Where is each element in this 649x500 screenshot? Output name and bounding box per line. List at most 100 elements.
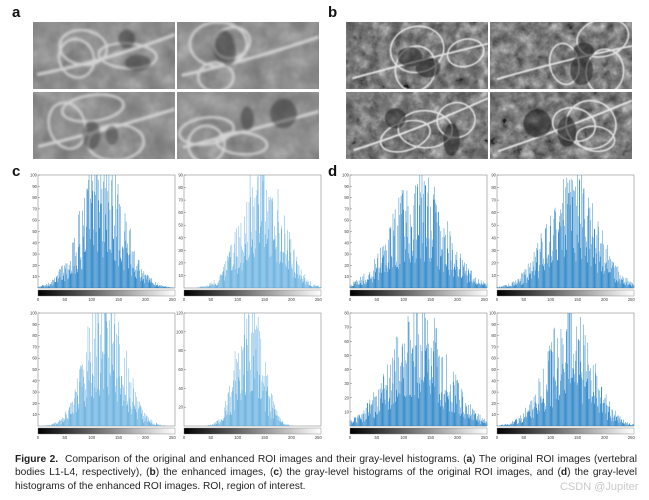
histogram-bars [37,175,174,288]
x-tick-label: 100 [234,435,242,440]
y-tick-label: 50 [344,353,349,358]
x-tick-label: 250 [481,435,489,440]
y-tick-label: 40 [178,235,183,240]
y-tick-label: 60 [344,339,349,344]
x-tick-label: 200 [288,297,296,302]
y-tick-label: 20 [178,405,183,410]
histogram-enhanced-l3: 10 20 30 40 50 60 70 80 0 50 100 150 200 250 [344,311,489,441]
x-tick-label: 50 [375,435,380,440]
y-tick-label: 30 [178,248,183,253]
x-tick-label: 200 [454,297,462,302]
y-tick-label: 30 [344,252,349,257]
y-tick-label: 20 [178,260,183,265]
y-tick-label: 20 [344,263,349,268]
x-tick-label: 50 [522,297,527,302]
y-tick-label: 90 [32,322,37,327]
histogram-original-l4: 20 40 60 80 100 120 0 50 100 150 200 250 [176,311,322,441]
y-tick-label: 30 [32,390,37,395]
y-tick-label: 20 [491,401,496,406]
roi-image-original-l4 [177,92,319,159]
roi-image-original-l2 [177,22,319,89]
y-tick-label: 100 [176,329,184,334]
y-tick-label: 70 [178,198,183,203]
panel-label-b: b [328,4,338,21]
histogram-bars [197,175,322,288]
y-tick-label: 100 [342,173,350,178]
roi-image-original-l1 [33,22,175,89]
roi-image-enhanced-l4 [490,92,632,159]
y-tick-label: 50 [491,367,496,372]
y-tick-label: 40 [32,378,37,383]
x-tick-label: 150 [115,297,123,302]
y-tick-label: 40 [344,240,349,245]
y-tick-label: 30 [491,248,496,253]
x-tick-label: 150 [261,297,269,302]
histogram-bars [205,313,293,426]
y-tick-label: 20 [32,401,37,406]
x-tick-label: 100 [547,435,555,440]
caption-ref-a: a [466,454,473,465]
histogram-bars [496,313,635,426]
x-tick-label: 250 [481,297,489,302]
x-tick-label: 100 [400,435,408,440]
y-tick-label: 60 [178,367,183,372]
x-tick-label: 100 [547,297,555,302]
y-tick-label: 120 [176,311,184,316]
x-tick-label: 0 [349,435,352,440]
y-tick-label: 10 [32,274,37,279]
histogram-enhanced-l4: 10 20 30 40 50 60 70 80 90 100 0 50 100 150 200 250 [489,311,635,441]
x-tick-label: 0 [349,297,352,302]
y-tick-label: 10 [491,412,496,417]
x-tick-label: 100 [400,297,408,302]
caption-text-5: ) the gray-level histograms of the enhan… [15,467,637,492]
y-tick-label: 20 [32,263,37,268]
y-tick-label: 60 [491,356,496,361]
x-tick-label: 150 [574,297,582,302]
x-tick-label: 50 [209,297,214,302]
x-tick-label: 0 [183,435,186,440]
y-tick-label: 50 [491,223,496,228]
caption-ref-c: c [273,467,280,479]
x-tick-label: 0 [496,297,499,302]
histogram-enhanced-l1: 10 20 30 40 50 60 70 80 90 100 0 50 100 150 200 250 [342,173,489,303]
caption-text-3: ) the enhanced images, ( [155,467,274,479]
y-tick-label: 90 [491,322,496,327]
y-tick-label: 100 [30,311,38,316]
x-tick-label: 50 [209,435,214,440]
y-tick-label: 40 [491,235,496,240]
x-tick-label: 250 [315,297,323,302]
y-tick-label: 10 [491,273,496,278]
y-tick-label: 100 [30,173,38,178]
roi-image-enhanced-l1 [346,22,488,89]
x-tick-label: 0 [183,297,186,302]
x-tick-label: 150 [574,435,582,440]
x-tick-label: 200 [601,435,609,440]
histogram-bars [349,175,488,288]
y-tick-label: 50 [178,223,183,228]
x-tick-label: 150 [427,297,435,302]
figure-caption: Figure 2. Comparison of the original and… [15,453,637,493]
caption-text-4: ) the gray-level histograms of the origi… [279,467,561,479]
watermark: CSDN @Jupiter [560,481,639,493]
x-tick-label: 50 [63,297,68,302]
y-tick-label: 40 [178,386,183,391]
y-tick-label: 90 [491,173,496,178]
caption-text-2: ) The original ROI images (vertebral bod… [15,454,637,479]
y-tick-label: 90 [178,173,183,178]
x-tick-label: 100 [88,297,96,302]
y-tick-label: 10 [344,409,349,414]
roi-image-enhanced-l3 [346,92,488,159]
y-tick-label: 60 [32,356,37,361]
y-tick-label: 30 [491,390,496,395]
y-tick-label: 20 [491,260,496,265]
y-tick-label: 10 [178,273,183,278]
roi-image-enhanced-l2 [490,22,632,89]
x-tick-label: 150 [115,435,123,440]
x-tick-label: 50 [63,435,68,440]
y-tick-label: 60 [32,218,37,223]
x-tick-label: 200 [288,435,296,440]
x-tick-label: 100 [234,297,242,302]
x-tick-label: 100 [88,435,96,440]
y-tick-label: 10 [32,412,37,417]
y-tick-label: 50 [32,367,37,372]
